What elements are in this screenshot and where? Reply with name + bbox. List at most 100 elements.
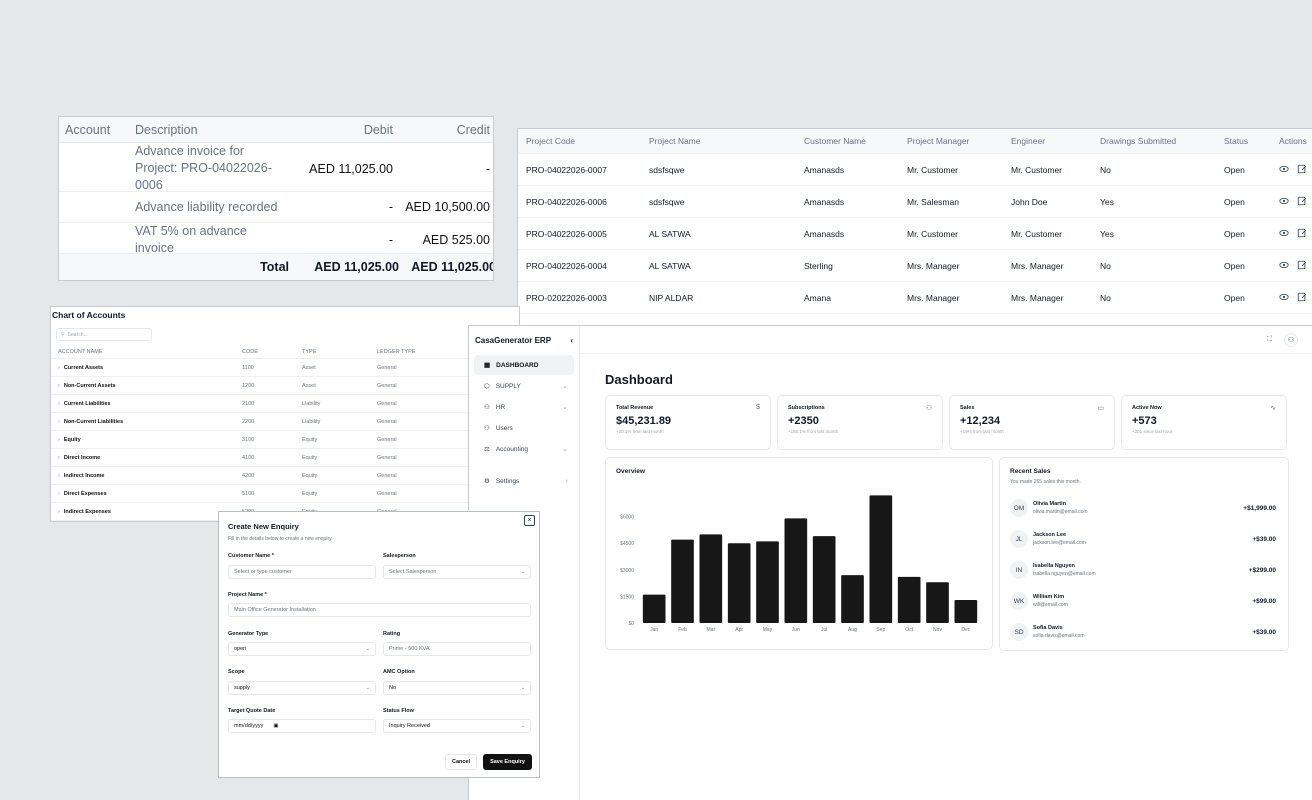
sale-row: JL Jackson Lee jackson.lee@email.com +$39.0…	[1010, 528, 1276, 550]
list-item[interactable]: › Indirect Income 4200 Equity General	[51, 467, 519, 485]
bar-dec	[954, 599, 978, 623]
chevron-right-icon[interactable]: ›	[58, 454, 60, 461]
card-icon: ⚇	[925, 405, 932, 412]
amc-option-select[interactable]: No ⌄	[383, 681, 531, 695]
cancel-button[interactable]: Cancel	[445, 754, 477, 770]
y-tick-label: $1500	[620, 594, 634, 600]
list-item[interactable]: › Equity 3100 Equity General	[51, 431, 519, 449]
chevron-right-icon[interactable]: ›	[58, 436, 60, 443]
edit-icon[interactable]	[1297, 228, 1307, 240]
card-icon: ▭	[1097, 405, 1104, 412]
bar-jul	[812, 536, 836, 623]
x-tick-label: Oct	[905, 627, 913, 633]
scope-select[interactable]: supply ⌄	[228, 681, 376, 695]
chevron-right-icon[interactable]: ›	[58, 364, 60, 371]
chevron-right-icon[interactable]: ›	[58, 508, 60, 515]
list-item[interactable]: › Current Liabilities 2100 Liability General	[51, 395, 519, 413]
y-tick-label: $6000	[620, 515, 634, 521]
row-actions	[1279, 228, 1312, 240]
x-tick-label: Aug	[848, 627, 857, 633]
edit-icon[interactable]	[1297, 164, 1307, 176]
recent-sales-card: Recent Sales You made 265 sales this mon…	[999, 457, 1289, 651]
collapse-sidebar-icon[interactable]: ‹	[570, 336, 573, 345]
bar-jan	[642, 594, 666, 623]
avatar: SD	[1010, 623, 1028, 641]
view-icon[interactable]	[1279, 260, 1289, 272]
journal-row: Advance invoice for Project: PRO-0402202…	[59, 143, 493, 192]
chevron-down-icon: ⌄	[520, 685, 525, 691]
chevron-right-icon[interactable]: ›	[58, 382, 60, 389]
target-date-input[interactable]: mm/dd/yyyy ▣	[228, 719, 376, 733]
chevron-down-icon: ⌄	[365, 646, 370, 652]
sidebar-item-settings[interactable]: ⚙ Settings ›	[484, 477, 568, 486]
chevron-right-icon[interactable]: ›	[58, 418, 60, 425]
view-icon[interactable]	[1279, 292, 1289, 304]
user-icon: ⚇	[484, 425, 490, 432]
box-icon: ⬡	[484, 383, 490, 390]
x-tick-label: Nov	[933, 627, 942, 633]
view-icon[interactable]	[1279, 164, 1289, 176]
list-item[interactable]: › Non-Current Liabilities 2200 Liability Gen…	[51, 413, 519, 431]
chevron-right-icon[interactable]: ›	[58, 490, 60, 497]
overview-bar-chart: $0 $1500 $3000 $4500 $6000 Jan Feb Mar Apr May Jun…	[620, 495, 978, 633]
sidebar-item-users[interactable]: ⚇ Users	[484, 424, 513, 433]
overview-title: Overview	[616, 468, 645, 475]
chevron-right-icon[interactable]: ›	[58, 472, 60, 479]
coa-body: › Current Assets 1100 Asset General › Non-Curr…	[51, 359, 519, 521]
user-avatar-icon[interactable]: ⚇	[1284, 332, 1298, 347]
edit-icon[interactable]	[1297, 196, 1307, 208]
rating-input[interactable]: Prime - 500 KVA	[383, 642, 531, 656]
y-tick-label: $0	[628, 621, 634, 627]
recent-sales-title: Recent Sales	[1010, 468, 1051, 475]
edit-icon[interactable]	[1297, 260, 1307, 272]
avatar: IN	[1010, 561, 1028, 579]
edit-icon[interactable]	[1297, 292, 1307, 304]
view-icon[interactable]	[1279, 228, 1289, 240]
fullscreen-icon[interactable]: ⛶	[1267, 335, 1272, 343]
save-enquiry-button[interactable]: Save Enquiry	[483, 754, 532, 770]
status-flow-label: Status Flow	[383, 708, 414, 714]
avatar: OM	[1010, 499, 1028, 517]
brand: CasaGenerator ERP ‹	[475, 336, 573, 345]
coa-search-input[interactable]: ⚲ Search...	[56, 328, 152, 341]
list-item[interactable]: › Direct Income 4100 Equity General	[51, 449, 519, 467]
sidebar-item-supply[interactable]: ⬡ SUPPLY ⌄	[484, 382, 568, 391]
dialog-title: Create New Enquiry	[228, 522, 299, 531]
bar-oct	[897, 576, 921, 623]
card-icon: ∿	[1270, 405, 1276, 412]
row-actions	[1279, 260, 1312, 272]
coa-title: Chart of Accounts	[52, 310, 126, 320]
list-item[interactable]: › Direct Expenses 5100 Equity General	[51, 485, 519, 503]
stat-card: Active Now +573 +201 since last hour ∿	[1121, 395, 1287, 450]
chevron-right-icon[interactable]: ›	[58, 400, 60, 407]
bar-sep	[869, 495, 893, 623]
x-tick-label: Dec	[961, 627, 970, 633]
list-item[interactable]: › Non-Current Assets 1200 Asset General	[51, 377, 519, 395]
col-description: Description	[135, 122, 198, 137]
x-tick-label: Mar	[707, 627, 716, 633]
users-icon: ⚇	[484, 404, 490, 411]
customer-input[interactable]: Select or type customer	[228, 565, 376, 579]
x-tick-label: Jul	[821, 627, 827, 633]
table-row: PRO-04022026-0006 sdsfsqwe Amanasds Mr. Sal…	[518, 186, 1312, 218]
close-icon[interactable]: ×	[524, 515, 535, 526]
project-name-input[interactable]: Main Office Generator Installation	[228, 603, 531, 617]
salesperson-select[interactable]: Select Salesperson ⌄	[383, 565, 531, 579]
stat-card: Sales +12,234 +19% from last month ▭	[949, 395, 1115, 450]
card-icon: $	[756, 404, 760, 411]
sidebar-item-accounting[interactable]: ⚖ Accounting ⌄	[484, 445, 568, 454]
erp-dashboard-window: CasaGenerator ERP ‹ ▦ DASHBOARD ⬡ SUPPLY ⌄ ⚇ H…	[468, 325, 1312, 800]
generator-type-select[interactable]: open ⌄	[228, 642, 376, 656]
x-tick-label: May	[763, 627, 773, 633]
y-tick-label: $4500	[620, 541, 634, 547]
sidebar-item-hr[interactable]: ⚇ HR ⌄	[484, 403, 568, 412]
search-icon: ⚲	[61, 331, 65, 338]
amc-option-label: AMC Option	[383, 669, 415, 675]
sale-row: IN Isabella Nguyen isabella.nguyen@email.c…	[1010, 559, 1276, 581]
sale-row: OM Olivia Martin olivia.martin@email.com +$…	[1010, 497, 1276, 519]
bar-may	[756, 541, 779, 623]
view-icon[interactable]	[1279, 196, 1289, 208]
status-flow-select[interactable]: Inquiry Received ⌄	[383, 719, 531, 733]
sidebar-item-dashboard[interactable]: ▦ DASHBOARD	[474, 355, 574, 375]
list-item[interactable]: › Current Assets 1100 Asset General	[51, 359, 519, 377]
